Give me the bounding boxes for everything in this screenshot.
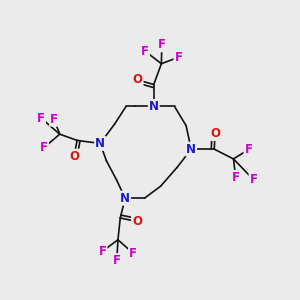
Text: O: O [69,150,79,163]
Text: F: F [141,44,149,58]
Text: F: F [158,38,166,51]
Text: F: F [244,143,253,156]
Text: F: F [129,247,137,260]
Text: F: F [250,173,257,186]
Text: O: O [210,127,220,140]
Text: F: F [175,51,182,64]
Text: F: F [40,141,48,154]
Text: F: F [37,112,45,124]
Text: N: N [95,137,105,150]
Text: F: F [113,254,121,267]
Text: O: O [132,215,142,228]
Text: N: N [186,143,196,156]
Text: F: F [50,113,58,126]
Text: O: O [133,74,142,86]
Text: F: F [98,245,106,258]
Text: N: N [149,100,159,113]
Text: N: N [120,192,130,205]
Text: F: F [232,171,240,184]
